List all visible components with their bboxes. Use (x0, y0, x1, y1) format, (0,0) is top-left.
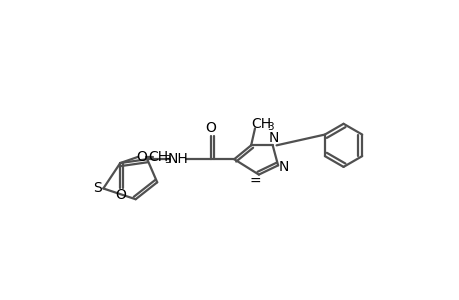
Text: O: O (115, 188, 126, 202)
Text: 3: 3 (267, 122, 273, 132)
Text: N: N (268, 131, 278, 146)
Text: N: N (279, 160, 289, 174)
Text: NH: NH (167, 152, 188, 166)
Text: CH: CH (148, 150, 168, 164)
Text: O: O (204, 122, 215, 135)
Text: CH: CH (251, 117, 271, 131)
Text: 3: 3 (163, 155, 170, 165)
Text: O: O (136, 150, 147, 164)
Text: =: = (249, 175, 261, 189)
Text: S: S (93, 182, 102, 196)
